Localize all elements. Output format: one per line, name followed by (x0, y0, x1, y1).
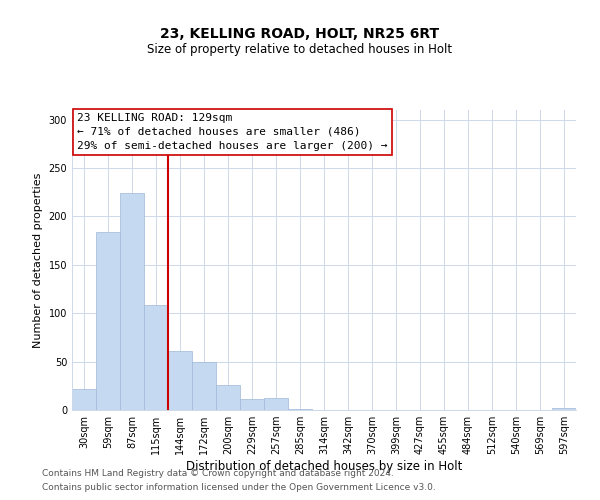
Bar (144, 306, 168, 410)
Bar (240, 400, 264, 410)
Text: Contains public sector information licensed under the Open Government Licence v3: Contains public sector information licen… (42, 484, 436, 492)
Bar (96, 232, 120, 410)
Bar (72, 388, 96, 410)
Bar (168, 351, 192, 410)
Bar (216, 385, 240, 410)
Bar (288, 409, 312, 410)
Text: 23 KELLING ROAD: 129sqm
← 71% of detached houses are smaller (486)
29% of semi-d: 23 KELLING ROAD: 129sqm ← 71% of detache… (77, 113, 388, 151)
Text: Contains HM Land Registry data © Crown copyright and database right 2024.: Contains HM Land Registry data © Crown c… (42, 468, 394, 477)
Bar (120, 193, 144, 410)
Y-axis label: Number of detached properties: Number of detached properties (33, 172, 43, 348)
X-axis label: Distribution of detached houses by size in Holt: Distribution of detached houses by size … (186, 460, 462, 473)
Bar (192, 362, 216, 410)
Bar (552, 408, 576, 410)
Bar (264, 398, 288, 410)
Text: 23, KELLING ROAD, HOLT, NR25 6RT: 23, KELLING ROAD, HOLT, NR25 6RT (160, 28, 440, 42)
Text: Size of property relative to detached houses in Holt: Size of property relative to detached ho… (148, 42, 452, 56)
